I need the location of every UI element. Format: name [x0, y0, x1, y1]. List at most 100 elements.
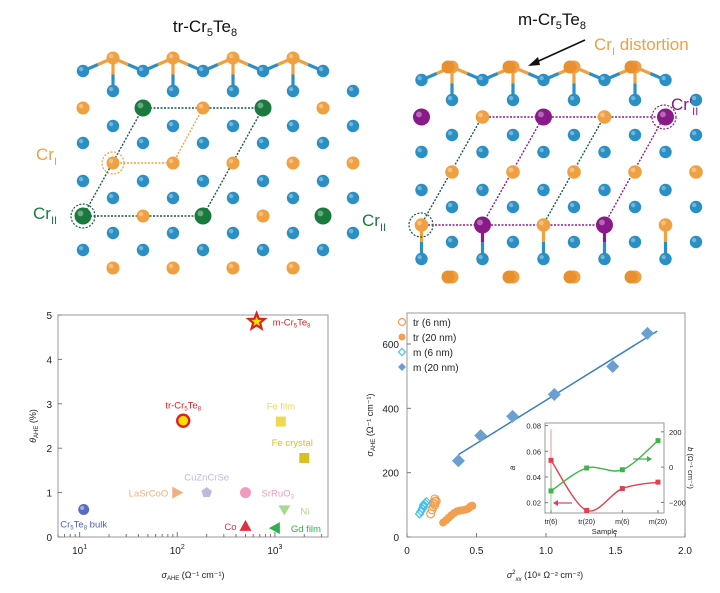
te-atom-highlight: [661, 75, 666, 81]
cr2-prime-atom: [535, 108, 552, 126]
y-axis-label: θAHE (%): [28, 409, 40, 443]
te-atom: [415, 145, 428, 159]
te-atom: [106, 226, 120, 240]
cr1-atom-highlight: [318, 103, 324, 109]
cr1-distorted-atom: [563, 270, 577, 284]
te-atom: [415, 252, 428, 266]
te-atom: [316, 136, 330, 150]
inset-chart: 0.08 0.06 0.04 0.02 200 0 −200 tr(6) tr(20) m(6) m…: [508, 422, 695, 536]
te-atom-highlight: [508, 202, 514, 208]
inset-point: [619, 486, 625, 492]
te-atom: [689, 128, 703, 142]
point-label: CuZnCrSe: [184, 473, 229, 484]
te-atom-highlight: [288, 193, 294, 199]
te-atom: [136, 136, 150, 150]
cr1-atom: [226, 156, 240, 170]
y-tick-label: 400: [382, 404, 399, 415]
point-m-cr5te8: m-Cr5Te8: [245, 310, 311, 331]
te-atom-highlight: [318, 66, 324, 72]
te-atom-highlight: [600, 254, 605, 260]
circle-marker: [175, 413, 191, 428]
cr1-atom: [196, 101, 210, 115]
te-atom-highlight: [508, 130, 514, 136]
te-atom: [196, 64, 210, 78]
cr2-prime-atom: [413, 108, 430, 126]
te-atom: [537, 252, 550, 266]
cr2-atom-highlight: [257, 102, 264, 109]
y-tick-label: 0: [393, 533, 399, 544]
cr2-prime-atom-highlight: [598, 219, 605, 226]
inset-left-axis-label: a: [508, 465, 517, 470]
te-atom-highlight: [539, 147, 544, 153]
x-tick-label: 0.5: [470, 546, 484, 557]
circle-marker: [240, 487, 252, 499]
open-circle-marker: [397, 317, 407, 327]
te-atom-highlight: [228, 121, 234, 127]
filled-diamond-marker: [606, 360, 620, 374]
point-fe-film: Fe film: [267, 402, 295, 427]
te-atom: [659, 73, 672, 87]
cr2-prime-atom-highlight: [659, 111, 666, 118]
pentagon-marker: [201, 487, 212, 497]
y-tick-label: 0: [46, 533, 52, 544]
x-tick-label: 0: [404, 546, 410, 557]
te-atom: [628, 128, 642, 142]
cr1-atom-highlight: [478, 112, 483, 118]
inset-x-tick-label: tr(20): [578, 519, 595, 526]
cr2-prime-atom-highlight: [537, 111, 544, 118]
cr1-atom-highlight: [288, 263, 294, 269]
cr1-atom: [286, 51, 300, 65]
te-atom-highlight: [661, 254, 666, 260]
triangle-marker: [239, 519, 252, 531]
cr1-atom: [166, 51, 180, 65]
point-label: tr-Cr5Te8: [165, 401, 201, 413]
open-circle-marker: [430, 494, 440, 504]
cr2-atom: [314, 207, 332, 225]
filled-diamond-marker: [398, 363, 406, 371]
cr1-atom-highlight: [228, 158, 234, 164]
te-atom: [166, 226, 180, 240]
inset-arrows: [553, 456, 652, 506]
te-atom: [476, 145, 489, 159]
cr1-atom: [106, 261, 120, 275]
atoms: [413, 60, 703, 284]
te-atom: [316, 174, 330, 188]
cr1-distorted-atom: [441, 60, 455, 74]
te-atom: [506, 93, 520, 107]
cr2-prime-atom: [596, 216, 613, 234]
te-atom-highlight: [630, 95, 636, 101]
filled-diamond-marker: [451, 454, 465, 468]
te-atom-highlight: [168, 121, 174, 127]
te-atom: [689, 200, 703, 214]
unit-cell-line: [481, 116, 544, 226]
cr1-atom-highlight: [288, 158, 294, 164]
te-atom-highlight: [569, 202, 575, 208]
cr2-prime-highlight-ring: [651, 104, 677, 130]
inset-series-a: [548, 429, 661, 513]
te-atom: [346, 226, 360, 240]
series-m-20-nm-: [451, 326, 654, 468]
cr1-atom: [136, 209, 150, 223]
cr1-distorted-atom: [502, 270, 516, 284]
x-tick-label: 103: [267, 544, 282, 557]
te-atom: [196, 174, 210, 188]
te-atom-highlight: [539, 75, 544, 81]
inset-point: [655, 479, 661, 485]
legend: tr (6 nm) tr (20 nm) m (6 nm) m (20 nm): [397, 317, 459, 374]
point-cr5te8-bulk: Cr5Te8 bulk: [60, 503, 107, 531]
te-atom-highlight: [508, 95, 514, 101]
te-atom: [537, 145, 550, 159]
cr1-atom: [256, 209, 270, 223]
te-atom-highlight: [661, 185, 666, 191]
te-atom: [537, 183, 550, 197]
te-atom-highlight: [600, 185, 605, 191]
cr2-atom: [74, 207, 92, 225]
te-atom: [226, 191, 240, 205]
te-atom-highlight: [691, 237, 697, 243]
cr1-atom: [226, 261, 240, 275]
cr1-atom-highlight: [417, 220, 422, 226]
cr1-distorted-atom: [624, 60, 638, 74]
te-atom: [567, 235, 581, 249]
series-tr-20-nm-: [439, 501, 477, 527]
inset-point: [584, 465, 590, 471]
